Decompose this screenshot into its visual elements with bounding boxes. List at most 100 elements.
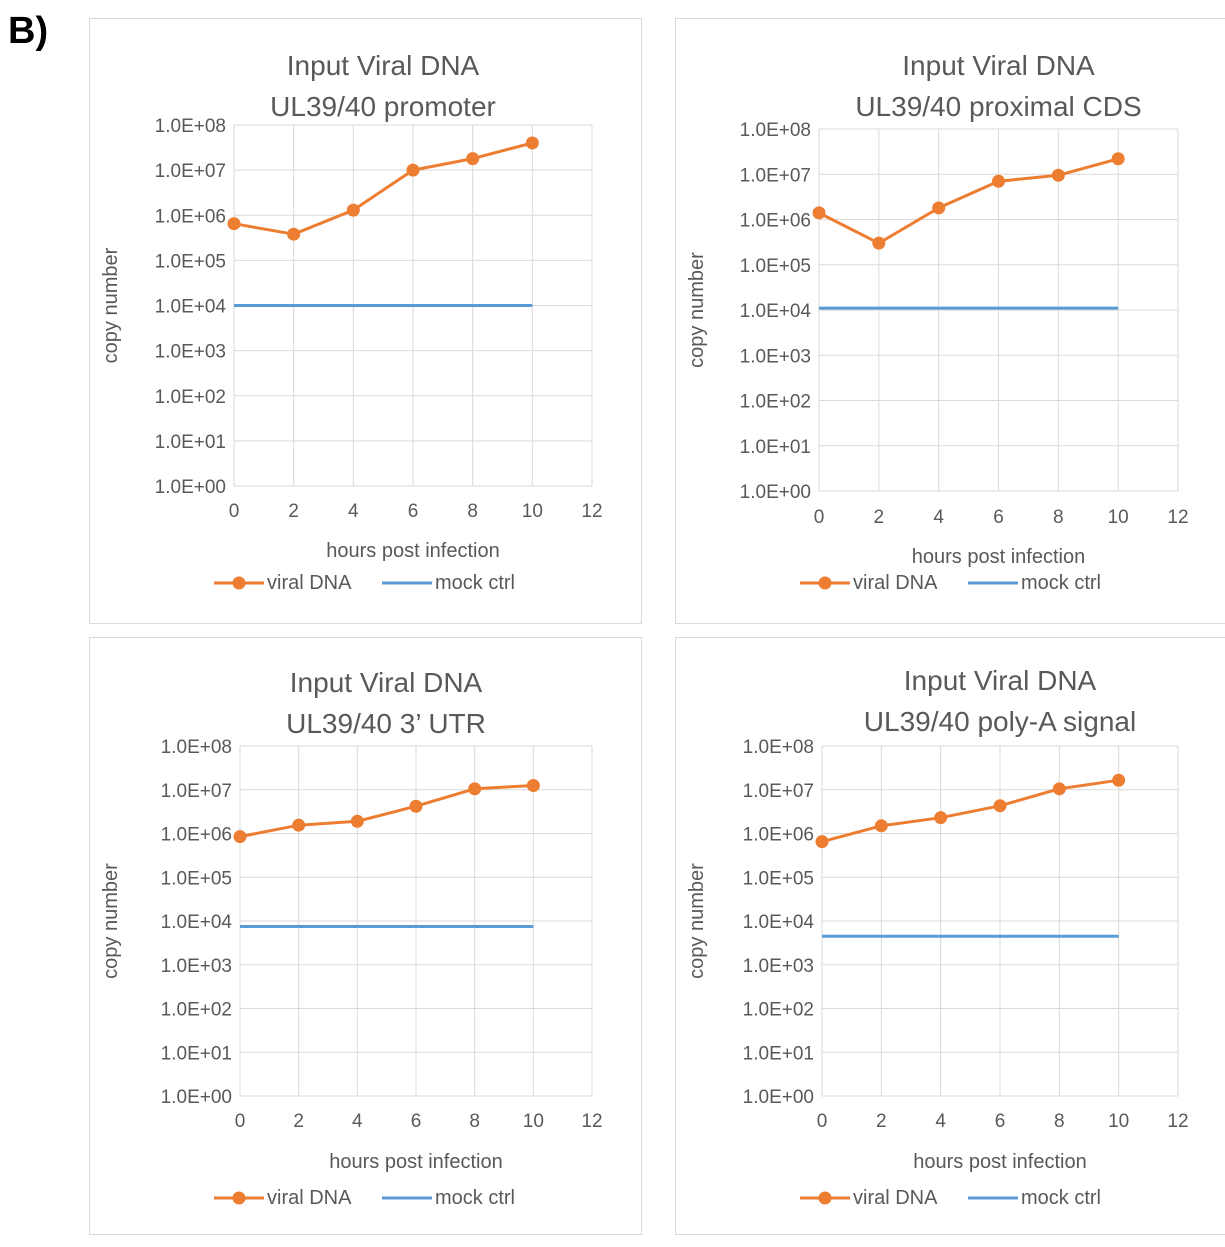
x-tick-label: 0 xyxy=(235,1111,246,1132)
y-tick-label: 1.0E+01 xyxy=(743,1043,814,1064)
y-tick-label: 1.0E+03 xyxy=(161,956,232,977)
y-tick-label: 1.0E+07 xyxy=(155,161,226,182)
legend-label-mock-ctrl: mock ctrl xyxy=(435,1187,515,1209)
series-line-viral-dna xyxy=(818,157,1119,245)
y-tick-label: 1.0E+04 xyxy=(155,297,227,318)
chart-svg-promoter: Input Viral DNA UL39/40 promoter 1.0E+00 1.… xyxy=(100,50,603,594)
x-tick-label: 8 xyxy=(1053,507,1064,528)
x-tick-label: 12 xyxy=(581,1111,602,1132)
y-axis-label: copy number xyxy=(100,247,122,363)
x-tick-label: 6 xyxy=(993,507,1004,528)
data-point-viral-dna xyxy=(346,203,360,217)
x-tick-label: 12 xyxy=(1167,1111,1188,1132)
data-point-viral-dna xyxy=(406,163,420,177)
y-tick-label: 1.0E+00 xyxy=(740,482,811,503)
data-point-viral-dna xyxy=(874,819,888,833)
x-axis-label: hours post infection xyxy=(913,1151,1086,1173)
x-tick-label: 0 xyxy=(814,507,825,528)
x-tick-label: 2 xyxy=(876,1111,887,1132)
y-tick-label: 1.0E+08 xyxy=(743,737,814,758)
legend-label-viral-dna: viral DNA xyxy=(853,572,938,594)
chart-polya: Input Viral DNA UL39/40 poly-A signal 1.0E… xyxy=(675,637,1225,1235)
data-point-viral-dna xyxy=(1052,782,1066,796)
x-tick-label: 10 xyxy=(523,1111,544,1132)
legend-label-viral-dna: viral DNA xyxy=(267,572,352,594)
x-tick-label: 10 xyxy=(522,501,543,522)
x-tick-label: 0 xyxy=(817,1111,828,1132)
x-tick-label: 4 xyxy=(933,507,944,528)
y-tick-label: 1.0E+07 xyxy=(161,781,232,802)
y-tick-label: 1.0E+08 xyxy=(155,116,226,137)
y-tick-label: 1.0E+07 xyxy=(743,781,814,802)
data-point-viral-dna xyxy=(815,835,829,849)
x-tick-label: 8 xyxy=(469,1111,480,1132)
data-point-viral-dna xyxy=(934,811,948,825)
data-point-viral-dna xyxy=(1111,152,1125,166)
x-tick-label: 2 xyxy=(288,501,299,522)
chart-promoter: Input Viral DNA UL39/40 promoter 1.0E+00 1.… xyxy=(89,18,642,624)
data-point-viral-dna xyxy=(1051,168,1065,182)
x-tick-label: 6 xyxy=(995,1111,1006,1132)
y-tick-label: 1.0E+00 xyxy=(161,1087,232,1108)
y-tick-label: 1.0E+03 xyxy=(155,342,226,363)
y-tick-label: 1.0E+03 xyxy=(740,346,811,367)
y-tick-label: 1.0E+02 xyxy=(740,392,811,413)
chart-title-line: UL39/40 poly-A signal xyxy=(864,706,1136,737)
y-tick-label: 1.0E+00 xyxy=(743,1087,814,1108)
x-tick-label: 10 xyxy=(1108,507,1129,528)
x-tick-label: 12 xyxy=(1167,507,1188,528)
x-axis-label: hours post infection xyxy=(912,546,1085,568)
x-axis-label: hours post infection xyxy=(326,540,499,562)
y-tick-label: 1.0E+06 xyxy=(743,825,814,846)
y-tick-label: 1.0E+02 xyxy=(743,1000,814,1021)
legend-label-viral-dna: viral DNA xyxy=(267,1187,352,1209)
legend-marker-viral-dna xyxy=(818,576,832,590)
x-axis-label: hours post infection xyxy=(329,1151,502,1173)
legend-marker-viral-dna xyxy=(818,1191,832,1205)
chart-title-line: UL39/40 promoter xyxy=(270,91,496,122)
data-point-viral-dna xyxy=(932,201,946,215)
y-tick-label: 1.0E+06 xyxy=(155,206,226,227)
y-tick-label: 1.0E+03 xyxy=(743,956,814,977)
y-tick-label: 1.0E+08 xyxy=(161,737,232,758)
data-point-viral-dna xyxy=(812,206,826,220)
y-tick-label: 1.0E+01 xyxy=(161,1043,232,1064)
chart-title-line: Input Viral DNA xyxy=(902,50,1095,81)
y-tick-label: 1.0E+05 xyxy=(743,868,814,889)
data-point-viral-dna xyxy=(872,236,886,250)
data-point-viral-dna xyxy=(292,818,306,832)
y-axis-label: copy number xyxy=(686,863,708,979)
legend-label-mock-ctrl: mock ctrl xyxy=(435,572,515,594)
y-tick-label: 1.0E+06 xyxy=(740,211,811,232)
y-tick-label: 1.0E+05 xyxy=(740,256,811,277)
data-point-viral-dna xyxy=(350,814,364,828)
x-tick-label: 0 xyxy=(229,501,240,522)
y-tick-label: 1.0E+02 xyxy=(155,387,226,408)
chart-proximal-cds: Input Viral DNA UL39/40 proximal CDS 1.0E+… xyxy=(675,18,1225,624)
x-tick-label: 4 xyxy=(352,1111,363,1132)
data-point-viral-dna xyxy=(992,174,1005,188)
data-point-viral-dna xyxy=(1112,773,1126,787)
x-tick-label: 8 xyxy=(467,501,478,522)
data-point-viral-dna xyxy=(525,136,539,150)
x-tick-label: 6 xyxy=(411,1111,422,1132)
data-point-viral-dna xyxy=(468,782,482,796)
data-point-viral-dna xyxy=(993,799,1007,813)
chart-title-line: Input Viral DNA xyxy=(287,50,480,81)
chart-title-line: UL39/40 3’ UTR xyxy=(286,708,486,739)
y-tick-label: 1.0E+01 xyxy=(740,437,811,458)
chart-svg-3utr: Input Viral DNA UL39/40 3’ UTR 1.0E+00 1.0E… xyxy=(100,667,603,1209)
chart-svg-polya: Input Viral DNA UL39/40 poly-A signal 1.0E… xyxy=(686,665,1189,1209)
y-tick-label: 1.0E+08 xyxy=(740,120,811,141)
y-tick-label: 1.0E+01 xyxy=(155,432,226,453)
y-tick-label: 1.0E+04 xyxy=(743,912,815,933)
y-tick-label: 1.0E+04 xyxy=(161,912,233,933)
panel-label: B) xyxy=(8,10,49,52)
y-tick-label: 1.0E+04 xyxy=(740,301,812,322)
x-tick-label: 6 xyxy=(408,501,419,522)
x-tick-label: 2 xyxy=(874,507,885,528)
y-tick-label: 1.0E+05 xyxy=(161,868,232,889)
x-tick-label: 4 xyxy=(935,1111,946,1132)
y-tick-label: 1.0E+02 xyxy=(161,1000,232,1021)
data-point-viral-dna xyxy=(287,227,301,241)
